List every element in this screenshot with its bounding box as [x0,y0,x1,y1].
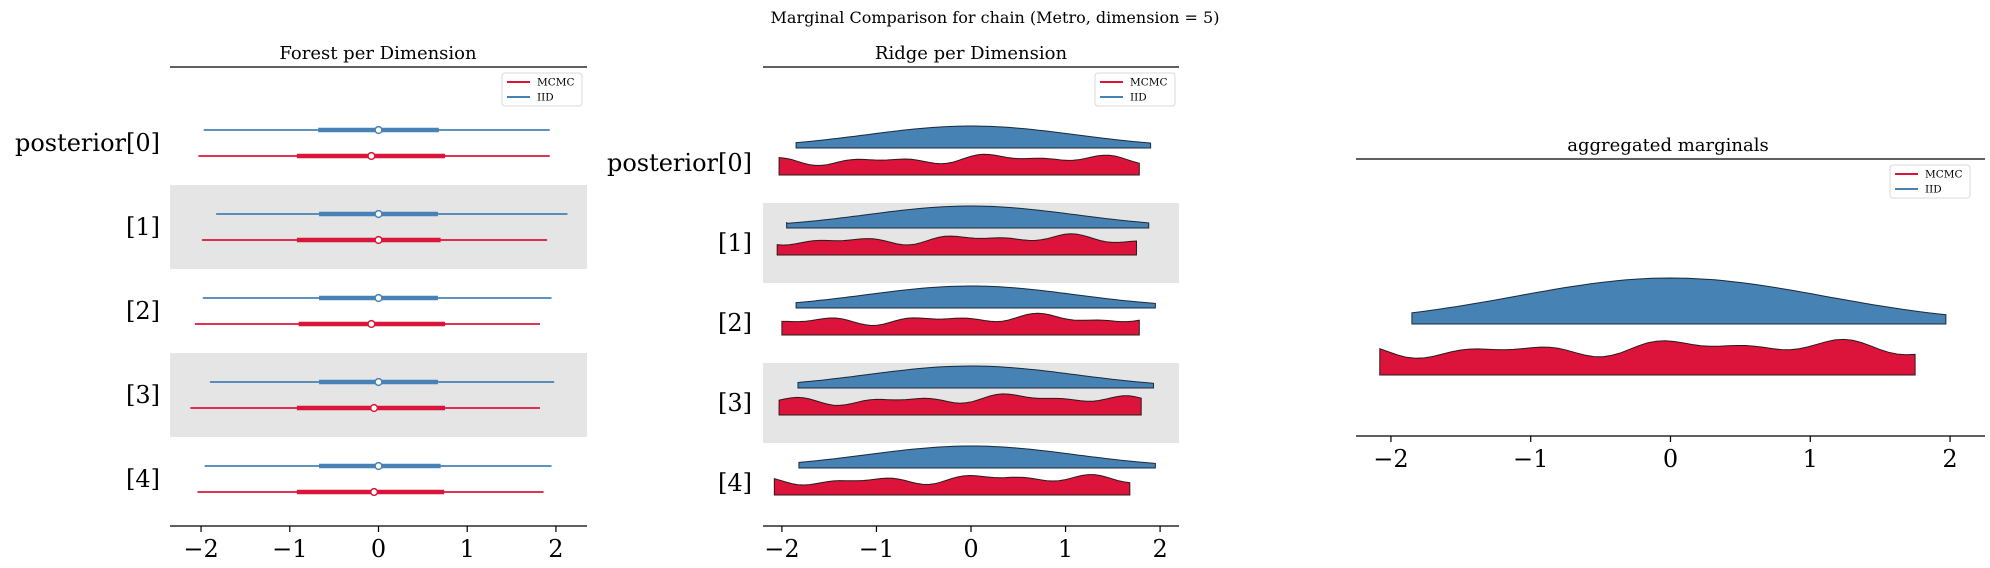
mean-point [374,209,383,219]
row-label: [2] [126,297,160,325]
x-tick-label: 0 [371,535,386,563]
ridge-panel: Ridge per Dimension posterior[0] [1] [2] [3… [607,43,1179,563]
iid-ridge [795,125,1152,149]
x-tick-label: −1 [272,535,307,563]
row-label: [4] [126,465,160,493]
mean-point [369,487,379,497]
iid-ridge [786,205,1150,229]
x-tick-label: 1 [1058,535,1073,563]
x-tick-label: 0 [963,535,978,563]
legend-mcmc-label: MCMC [537,77,575,89]
row-label: [2] [718,309,752,337]
mean-point [369,403,379,413]
aggregated-legend: MCMC IID [1889,164,1971,199]
legend-mcmc-label: MCMC [1925,169,1963,181]
ridge-legend: MCMC IID [1094,72,1176,107]
row-band [170,185,587,269]
mean-point [367,151,376,161]
mean-point [374,235,383,245]
legend-iid-label: IID [1925,184,1942,196]
mean-point [374,125,383,135]
ridge-panel-title: Ridge per Dimension [875,43,1068,64]
mcmc-ridge [1379,338,1916,376]
legend-iid-label: IID [1130,92,1147,104]
x-tick-label: −1 [859,535,894,563]
row-label: [4] [718,469,752,497]
row-label: posterior[0] [607,149,752,177]
mcmc-ridge [778,393,1142,416]
x-tick-label: −2 [183,535,218,563]
x-tick-label: 1 [1803,445,1818,473]
iid-ridge [798,445,1156,469]
mean-point [374,293,383,303]
aggregated-panel-title: aggregated marginals [1567,135,1768,156]
row-label: [1] [718,229,752,257]
mean-point [374,461,383,471]
x-tick-label: 1 [460,535,475,563]
mcmc-ridge [781,312,1140,336]
row-label: [1] [126,213,160,241]
x-tick-label: −1 [1513,445,1548,473]
x-tick-label: 2 [1152,535,1167,563]
row-label: [3] [718,389,752,417]
figure-suptitle: Marginal Comparison for chain (Metro, di… [771,8,1220,27]
x-tick-label: 0 [1663,445,1678,473]
row-band [170,353,587,437]
legend-iid-label: IID [537,92,554,104]
forest-legend: MCMC IID [501,72,583,107]
forest-panel: Forest per Dimension posterior[0] [1] [2] [… [15,43,587,563]
mcmc-ridge [773,474,1131,496]
mean-point [367,319,376,329]
forest-panel-title: Forest per Dimension [279,43,477,64]
iid-ridge [1411,277,1947,325]
x-tick-label: −2 [1373,445,1408,473]
x-tick-label: 2 [548,535,563,563]
iid-ridge [797,365,1155,389]
x-tick-label: −2 [764,535,799,563]
mcmc-ridge [776,233,1138,256]
iid-ridge [795,285,1156,309]
mcmc-ridge [778,153,1140,176]
legend-mcmc-label: MCMC [1130,77,1168,89]
row-label: posterior[0] [15,129,160,157]
x-tick-label: 2 [1942,445,1957,473]
aggregated-panel: aggregated marginals −2 −1 0 1 2 MCMC IID [1356,135,1985,473]
row-label: [3] [126,381,160,409]
mean-point [374,377,383,387]
